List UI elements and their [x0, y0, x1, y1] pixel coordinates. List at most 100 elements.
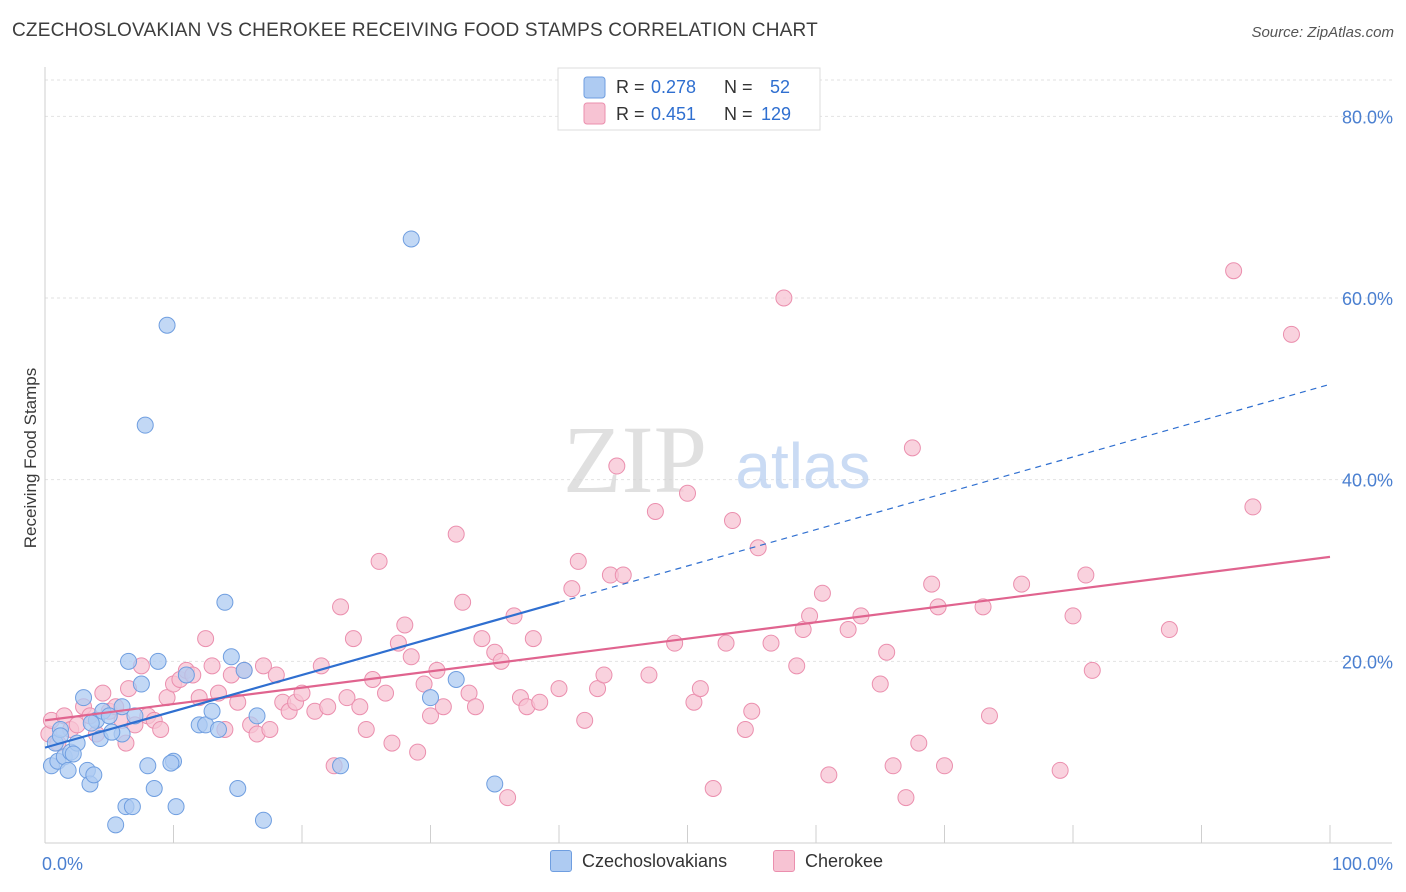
chart-title: CZECHOSLOVAKIAN VS CHEROKEE RECEIVING FO…: [12, 20, 818, 41]
series-legend: Czechoslovakians Cherokee: [0, 850, 1406, 880]
cherokee-point-116: [980, 707, 998, 725]
legend-r-label-1: R =: [616, 77, 645, 97]
czechoslovakian-point-27: [149, 652, 167, 670]
cherokee-point-27: [203, 657, 221, 675]
y-tick-label-1: 40.0%: [1342, 471, 1393, 491]
cherokee-point-99: [788, 657, 806, 675]
czechoslovakian-point-35: [209, 720, 227, 738]
cherokee-point-64: [454, 593, 472, 611]
cherokee-point-80: [589, 680, 607, 698]
cherokee-point-48: [344, 630, 362, 648]
czechoslovakian-point-50: [162, 754, 180, 772]
cherokee-point-44: [319, 698, 337, 716]
czechoslovakian-point-11: [85, 766, 103, 784]
czechoslovakian-point-30: [167, 798, 185, 816]
cherokee-point-108: [884, 757, 902, 775]
legend-n-label-1: N =: [724, 77, 753, 97]
x-tick-label-0: 0.0%: [42, 854, 83, 874]
czechoslovakian-point-37: [222, 648, 240, 666]
cherokee-point-91: [704, 780, 722, 797]
cherokee-point-90: [691, 680, 709, 698]
cherokee-point-79: [576, 711, 594, 729]
cherokee-points: [40, 262, 1300, 807]
legend-label-cherokee: Cherokee: [805, 850, 884, 871]
czechoslovakian-point-23: [132, 675, 150, 693]
watermark-atlas: atlas: [735, 430, 870, 502]
czechoslovakian-point-51: [82, 714, 100, 732]
cherokee-point-125: [1282, 325, 1300, 343]
cherokee-point-106: [871, 675, 889, 693]
cherokee-point-59: [415, 675, 433, 693]
cherokee-point-19: [152, 720, 170, 738]
legend-swatch-czechoslovakians: [550, 850, 572, 872]
cherokee-point-88: [679, 484, 696, 502]
cherokee-point-63: [447, 525, 465, 543]
cherokee-point-47: [338, 689, 356, 707]
cherokee-point-115: [974, 598, 992, 616]
x-tick-label-1: 100.0%: [1332, 854, 1393, 874]
axes: [44, 67, 1392, 844]
cherokee-point-89: [685, 693, 703, 711]
cherokee-point-75: [531, 693, 549, 711]
cherokee-point-92: [717, 634, 735, 652]
czechoslovakian-point-40: [248, 707, 266, 725]
cherokee-point-26: [197, 630, 215, 648]
cherokee-point-111: [910, 734, 928, 752]
cherokee-point-94: [736, 720, 754, 738]
czechoslovakian-point-43: [402, 230, 420, 248]
y-tick-label-3: 80.0%: [1342, 107, 1393, 127]
cherokee-point-81: [595, 666, 613, 684]
czechoslovakian-point-21: [123, 798, 141, 816]
czechoslovakian-point-16: [107, 816, 125, 834]
czechoslovakian-point-25: [139, 757, 157, 775]
czechoslovakian-point-44: [422, 689, 439, 707]
czechoslovakian-point-46: [486, 775, 504, 793]
trend-lines: [44, 383, 1331, 749]
cherokee-trend-line: [44, 555, 1331, 722]
czechoslovakian-point-45: [447, 671, 465, 688]
cherokee-point-123: [1225, 262, 1243, 280]
cherokee-point-53: [377, 684, 395, 702]
czechoslovakian-points: [42, 230, 504, 834]
cherokee-point-54: [383, 734, 401, 752]
czechoslovakian-point-41: [254, 811, 272, 829]
cherokee-point-98: [775, 289, 793, 307]
czechoslovakian-trend-extension: [558, 383, 1331, 603]
legend-n-value-1: 52: [770, 77, 790, 97]
cherokee-point-78: [569, 552, 587, 570]
czechoslovakian-point-38: [229, 780, 247, 797]
cherokee-point-36: [261, 720, 279, 738]
cherokee-point-58: [409, 743, 427, 761]
cherokee-point-35: [254, 657, 272, 675]
cherokee-point-121: [1083, 661, 1101, 679]
watermark: ZIP atlas: [563, 406, 871, 513]
cherokee-point-76: [550, 680, 568, 698]
cherokee-point-85: [640, 666, 658, 684]
cherokee-point-83: [608, 457, 626, 475]
cherokee-point-60: [422, 707, 439, 725]
legend-swatch-pink: [583, 102, 606, 125]
cherokee-point-66: [466, 698, 484, 716]
cherokee-point-112: [923, 575, 941, 593]
legend-n-label-2: N =: [724, 104, 753, 124]
cherokee-point-107: [878, 643, 896, 661]
legend-n-value-2: 129: [761, 104, 791, 124]
y-tick-label-0: 20.0%: [1342, 652, 1393, 672]
cherokee-point-124: [1244, 498, 1262, 516]
legend-item-cherokee: Cherokee: [773, 850, 883, 872]
cherokee-point-95: [743, 702, 761, 720]
cherokee-point-122: [1160, 621, 1178, 639]
czechoslovakian-point-26: [145, 780, 163, 797]
cherokee-point-110: [903, 439, 921, 457]
cherokee-point-103: [820, 766, 838, 784]
legend-r-value-2: 0.451: [651, 104, 696, 124]
cherokee-point-84: [614, 566, 632, 584]
cherokee-point-100: [794, 621, 812, 639]
legend-label-czechoslovakians: Czechoslovakians: [582, 850, 728, 871]
cherokee-point-86: [646, 502, 664, 520]
cherokee-point-67: [473, 630, 491, 648]
legend-item-czechoslovakians: Czechoslovakians: [550, 850, 727, 872]
czechoslovakian-point-36: [216, 593, 234, 611]
cherokee-point-87: [666, 634, 684, 652]
